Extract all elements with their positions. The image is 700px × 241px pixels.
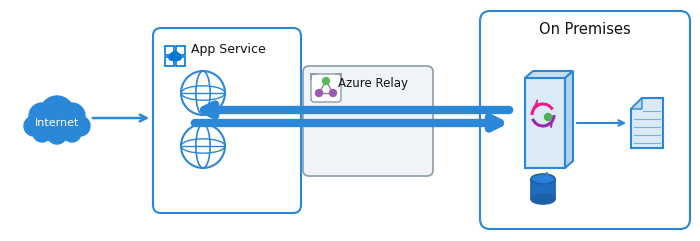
Circle shape [36, 116, 60, 140]
Polygon shape [631, 98, 663, 148]
FancyBboxPatch shape [153, 28, 301, 213]
FancyBboxPatch shape [303, 66, 433, 176]
Circle shape [169, 54, 174, 59]
Circle shape [545, 114, 552, 120]
Circle shape [59, 103, 85, 129]
Text: On Premises: On Premises [539, 21, 631, 36]
Circle shape [172, 52, 178, 59]
FancyBboxPatch shape [311, 74, 341, 102]
Circle shape [40, 96, 74, 130]
Circle shape [316, 89, 323, 96]
Circle shape [70, 116, 90, 136]
Bar [176, 46, 185, 55]
Circle shape [176, 54, 181, 59]
Circle shape [63, 124, 81, 142]
Circle shape [174, 56, 179, 61]
Circle shape [181, 71, 225, 115]
Polygon shape [525, 71, 573, 78]
Circle shape [29, 103, 55, 129]
Circle shape [47, 124, 67, 144]
Polygon shape [565, 71, 573, 168]
FancyBboxPatch shape [480, 11, 690, 229]
Text: Azure Relay: Azure Relay [338, 78, 408, 91]
Ellipse shape [531, 194, 555, 204]
Bar [531, 179, 555, 199]
Circle shape [323, 78, 330, 85]
Text: App Service: App Service [190, 43, 265, 56]
Circle shape [54, 116, 78, 140]
Polygon shape [631, 98, 642, 109]
Circle shape [181, 124, 225, 168]
Ellipse shape [531, 174, 555, 184]
Bar [165, 57, 174, 66]
Circle shape [33, 124, 51, 142]
Text: Internet: Internet [35, 118, 79, 128]
Circle shape [24, 116, 44, 136]
Bar [176, 57, 185, 66]
Bar [165, 46, 174, 55]
Circle shape [330, 89, 337, 96]
Circle shape [169, 56, 173, 60]
Circle shape [172, 56, 176, 61]
Circle shape [177, 56, 181, 60]
Bar [525, 78, 565, 168]
